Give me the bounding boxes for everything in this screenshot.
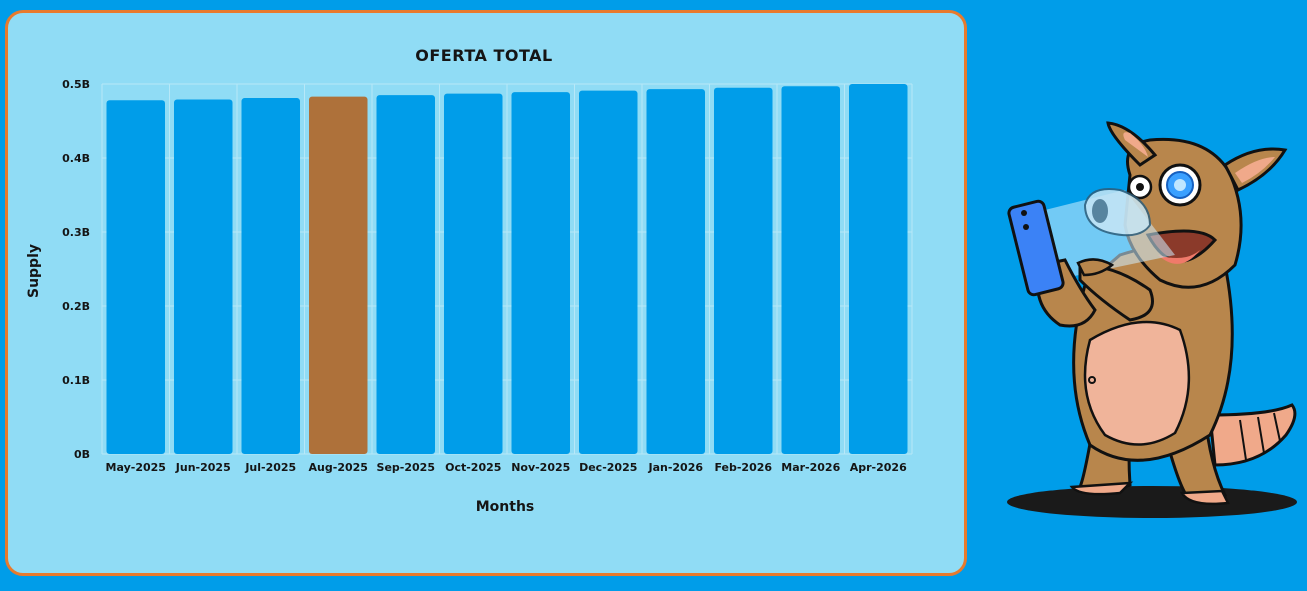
chart-card: OFERTA TOTAL 0B 0.1B 0.2B 0.3B 0.4B 0.5B May-… [5,10,967,576]
armadillo-mascot-with-phone-icon [1007,121,1297,518]
x-tick-label: Jan-2026 [647,461,703,474]
bars [106,84,908,455]
grid-layer [101,83,913,455]
y-tick-label: 0.4B [62,152,90,165]
y-tick-label: 0B [74,448,90,461]
supply-bar-chart: OFERTA TOTAL 0B 0.1B 0.2B 0.3B 0.4B 0.5B May-… [26,46,913,515]
bar-mar-2026[interactable] [781,86,841,454]
y-tick-label: 0.5B [62,78,90,91]
bar-jan-2026[interactable] [646,89,706,455]
x-tick-label: Dec-2025 [579,461,637,474]
x-tick-label: Aug-2025 [309,461,368,474]
x-tick-label: Nov-2025 [511,461,570,474]
x-axis-ticks: May-2025 Jun-2025 Jul-2025 Aug-2025 Sep-2025… [106,461,908,474]
bar-apr-2026[interactable] [849,84,908,454]
x-tick-label: May-2025 [106,461,166,474]
y-tick-label: 0.2B [62,300,90,313]
x-tick-label: Feb-2026 [714,461,772,474]
x-tick-label: Sep-2025 [377,461,435,474]
x-tick-label: Mar-2026 [781,461,840,474]
x-axis-label: Months [476,499,535,515]
bar-may-2025[interactable] [106,100,166,454]
bar-sep-2025[interactable] [376,95,436,454]
y-tick-label: 0.1B [62,374,90,387]
bar-nov-2025[interactable] [511,92,571,454]
bar-aug-2025[interactable] [309,96,368,454]
x-tick-label: Apr-2026 [850,461,907,474]
bar-jun-2025[interactable] [174,99,233,454]
y-tick-label: 0.3B [62,226,90,239]
y-axis-label: Supply [26,244,42,298]
bar-feb-2026[interactable] [714,87,773,454]
bar-jul-2025[interactable] [241,98,301,454]
y-axis-ticks: 0B 0.1B 0.2B 0.3B 0.4B 0.5B [62,78,90,461]
x-tick-label: Jul-2025 [244,461,296,474]
chart-title: OFERTA TOTAL [415,46,552,65]
bar-dec-2025[interactable] [579,90,638,454]
x-tick-label: Jun-2025 [175,461,231,474]
x-tick-label: Oct-2025 [445,461,501,474]
bar-oct-2025[interactable] [444,93,503,455]
